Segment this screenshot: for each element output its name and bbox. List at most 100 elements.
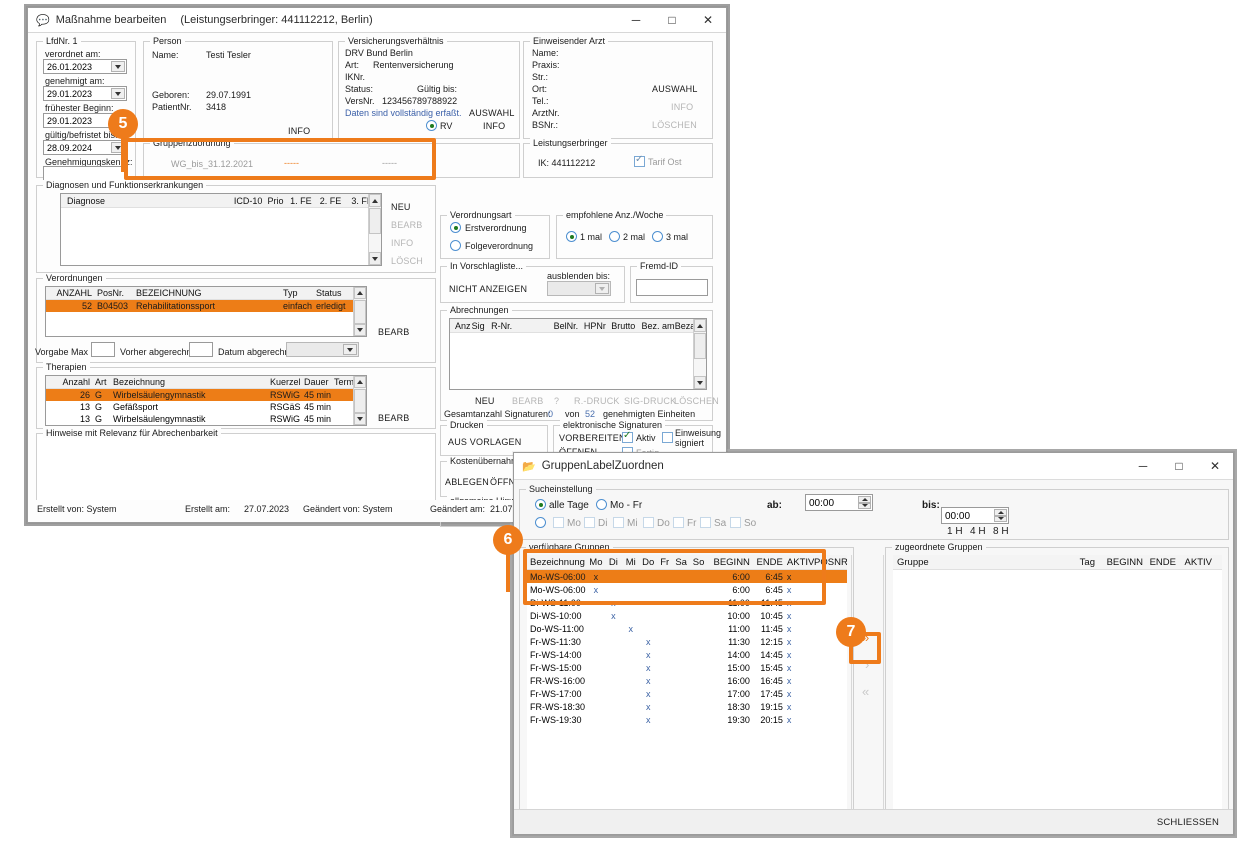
checkbox-sa[interactable]	[700, 517, 711, 528]
radio-rv[interactable]	[426, 120, 437, 131]
radio-alle-tage[interactable]	[535, 499, 546, 510]
hinweise-textarea[interactable]	[41, 441, 432, 500]
transfer-add-one-button[interactable]: ›	[865, 657, 870, 672]
scroll-thumb[interactable]	[694, 333, 706, 359]
versicherung-auswahl-button[interactable]: AUSWAHL	[469, 108, 515, 118]
table-row[interactable]: Mo-WS-06:00 x 6:00 6:45 x	[527, 583, 847, 596]
therapien-bearb-button[interactable]: BEARB	[378, 413, 410, 423]
radio-3-mal[interactable]	[652, 231, 663, 242]
close-icon[interactable]: ✕	[702, 13, 714, 27]
close-icon[interactable]: ✕	[1209, 459, 1221, 473]
table-row[interactable]: Fr-WS-15:00 x 15:00 15:45 x	[527, 661, 847, 674]
therapien-scrollbar[interactable]	[353, 376, 366, 425]
input-vorgabe-max[interactable]	[91, 342, 115, 357]
table-row[interactable]: FR-WS-18:30 x 18:30 19:15 x	[527, 700, 847, 713]
radio-folgeverordnung[interactable]	[450, 240, 461, 251]
therapien-list[interactable]: Anzahl Art Bezeichnung Kuerzel Dauer Ter…	[45, 375, 367, 426]
spin-down-icon[interactable]	[858, 502, 871, 509]
diagnosen-scrollbar[interactable]	[368, 194, 381, 265]
scroll-up-icon[interactable]	[354, 376, 366, 389]
verordnungen-list[interactable]: ANZAHL PosNr. BEZEICHNUNG Typ Status 52 …	[45, 286, 367, 337]
table-row[interactable]: Fr-WS-19:30 x 19:30 20:15 x	[527, 713, 847, 726]
kostenuebernahme-ablegen-button[interactable]: ABLEGEN	[445, 477, 489, 487]
vorschlagliste-value[interactable]: NICHT ANZEIGEN	[449, 284, 528, 294]
scroll-up-icon[interactable]	[694, 319, 706, 332]
input-ausblenden-bis[interactable]	[547, 281, 611, 296]
checkbox-fr[interactable]	[673, 517, 684, 528]
checkbox-di[interactable]	[584, 517, 595, 528]
input-vorher-abgerechnet[interactable]	[189, 342, 213, 357]
signaturen-vorbereiten-button[interactable]: VORBEREITEN	[559, 433, 626, 443]
scroll-track[interactable]	[694, 359, 706, 376]
bis-zeit-spinner[interactable]	[994, 509, 1007, 522]
radio-einzeltage[interactable]	[535, 517, 546, 528]
quick-1h-button[interactable]: 1 H	[947, 526, 963, 537]
zugeordnete-gruppen-list[interactable]: Gruppe Tag BEGINN ENDE AKTIV	[893, 555, 1222, 821]
table-row[interactable]: Fr-WS-11:30 x 11:30 12:15 x	[527, 635, 847, 648]
input-verordnet-am[interactable]: 26.01.2023	[43, 59, 127, 74]
abrechnungen-neu-button[interactable]: NEU	[475, 396, 495, 406]
spin-up-icon[interactable]	[858, 496, 871, 503]
abrechnungen-list[interactable]: Anz Sig R-Nr. BelNr. HPNr Brutto Bez. am…	[449, 318, 707, 390]
table-row[interactable]: 13 G Wirbelsäulengymnastik RSWiG 45 min	[46, 413, 366, 425]
scroll-down-icon[interactable]	[354, 412, 366, 425]
scroll-thumb[interactable]	[369, 208, 381, 234]
drucken-aus-vorlagen-button[interactable]: AUS VORLAGEN	[448, 437, 522, 447]
verordnungen-bearb-button[interactable]: BEARB	[378, 327, 410, 337]
scroll-up-icon[interactable]	[354, 287, 366, 300]
input-datum-abgerechnet[interactable]	[286, 342, 359, 357]
scroll-up-icon[interactable]	[369, 194, 381, 207]
input-fremd-id[interactable]	[636, 279, 708, 296]
quick-4h-button[interactable]: 4 H	[970, 526, 986, 537]
input-ab-zeit[interactable]: 00:00	[805, 494, 873, 511]
radio-1-mal[interactable]	[566, 231, 577, 242]
gruppenzuordnung-value[interactable]: WG_bis_31.12.2021	[171, 159, 254, 169]
checkbox-einweisung-signiert[interactable]	[662, 432, 673, 443]
input-genehmigungskennz[interactable]	[43, 166, 127, 181]
spin-down-icon[interactable]	[994, 515, 1007, 522]
radio-mo-fr[interactable]	[596, 499, 607, 510]
table-row[interactable]: 52 B04503 Rehabilitationssport einfach e…	[46, 300, 366, 312]
table-row[interactable]: Fr-WS-14:00 x 14:00 14:45 x	[527, 648, 847, 661]
checkbox-so[interactable]	[730, 517, 741, 528]
main-window-titlebar[interactable]: 💬 Maßnahme bearbeiten (Leistungserbringe…	[28, 8, 726, 33]
checkbox-mo[interactable]	[553, 517, 564, 528]
checkbox-aktiv[interactable]	[622, 430, 633, 443]
abrechnungen-scrollbar[interactable]	[693, 319, 706, 389]
input-gueltig-bis[interactable]: 28.09.2024	[43, 140, 127, 155]
checkbox-do[interactable]	[643, 517, 654, 528]
dialog-titlebar[interactable]: 📂 GruppenLabelZuordnen ─ □ ✕	[514, 453, 1233, 480]
maximize-icon[interactable]: □	[668, 13, 676, 27]
input-bis-zeit[interactable]: 00:00	[941, 507, 1009, 524]
genehmigt-am-dropdown-icon[interactable]	[111, 88, 125, 99]
checkbox-mi[interactable]	[613, 517, 624, 528]
table-row[interactable]: 13 G Gefäßsport RSGäS 45 min	[46, 401, 366, 413]
verfuegbare-gruppen-list[interactable]: Bezeichnung Mo Di Mi Do Fr Sa So BEGINN …	[527, 555, 847, 821]
table-row[interactable]: Di-WS-10:00 x 10:00 10:45 x	[527, 609, 847, 622]
verordnungen-scrollbar[interactable]	[353, 287, 366, 336]
radio-erstverordnung[interactable]	[450, 222, 461, 233]
person-info-button[interactable]: INFO	[288, 126, 311, 136]
scroll-down-icon[interactable]	[694, 376, 706, 389]
ab-zeit-spinner[interactable]	[858, 496, 871, 509]
radio-2-mal[interactable]	[609, 231, 620, 242]
ausblenden-dropdown-icon[interactable]	[595, 283, 609, 294]
table-row[interactable]: Mo-WS-06:00 x 6:00 6:45 x	[527, 570, 847, 583]
scroll-down-icon[interactable]	[369, 252, 381, 265]
transfer-add-all-button[interactable]: »	[862, 630, 870, 645]
table-row[interactable]: Fr-WS-17:00 x 17:00 17:45 x	[527, 687, 847, 700]
arzt-auswahl-button[interactable]: AUSWAHL	[652, 84, 698, 94]
maximize-icon[interactable]: □	[1175, 459, 1183, 473]
checkbox-tarif-ost[interactable]	[634, 154, 645, 167]
scroll-thumb[interactable]	[354, 389, 366, 413]
table-row[interactable]: FR-WS-16:00 x 16:00 16:45 x	[527, 674, 847, 687]
scroll-track[interactable]	[369, 234, 381, 252]
versicherung-info-button[interactable]: INFO	[483, 121, 506, 131]
verordnet-am-dropdown-icon[interactable]	[111, 61, 125, 72]
transfer-remove-button[interactable]: «	[862, 684, 870, 699]
datum-abgerechnet-dropdown-icon[interactable]	[343, 344, 357, 355]
table-row[interactable]: 26 G Wirbelsäulengymnastik RSWiG 45 min …	[46, 389, 366, 401]
spin-up-icon[interactable]	[994, 509, 1007, 516]
scroll-thumb[interactable]	[354, 300, 366, 324]
kostenuebernahme-oeffnen-button[interactable]: ÖFFNEN	[490, 477, 529, 487]
